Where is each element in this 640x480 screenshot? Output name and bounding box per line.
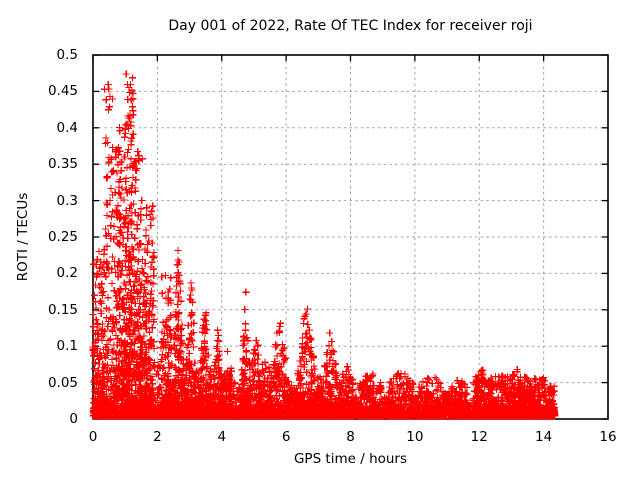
y-tick-label: 0.5 [56,47,78,63]
x-tick-label: 6 [281,429,291,445]
y-tick-label: 0.35 [47,156,78,173]
x-tick-label: 0 [88,429,98,445]
x-tick-label: 4 [217,429,227,445]
grid-lines [93,55,608,419]
x-tick-label: 12 [470,429,488,445]
y-tick-label: 0.1 [56,338,78,355]
y-tick-label: 0.3 [56,192,78,209]
y-tick-label: 0 [69,411,78,427]
y-tick-label: 0.25 [47,229,78,245]
x-axis-label: GPS time / hours [293,451,408,467]
x-tick-label: 16 [599,429,617,445]
y-tick-label: 0.4 [56,119,78,136]
roti-scatter-series [89,70,559,420]
x-tick-label: 2 [153,429,162,445]
x-tick-label: 10 [406,429,424,445]
scatter-points [89,70,559,420]
chart-title: Day 001 of 2022, Rate Of TEC Index for r… [168,18,533,34]
y-tick-label: 0.45 [47,83,78,100]
x-tick-label: 14 [535,429,553,445]
x-tick-label: 8 [346,429,355,445]
y-tick-label: 0.05 [47,374,78,391]
y-tick-label: 0.15 [47,301,78,318]
y-tick-label: 0.2 [56,265,78,282]
